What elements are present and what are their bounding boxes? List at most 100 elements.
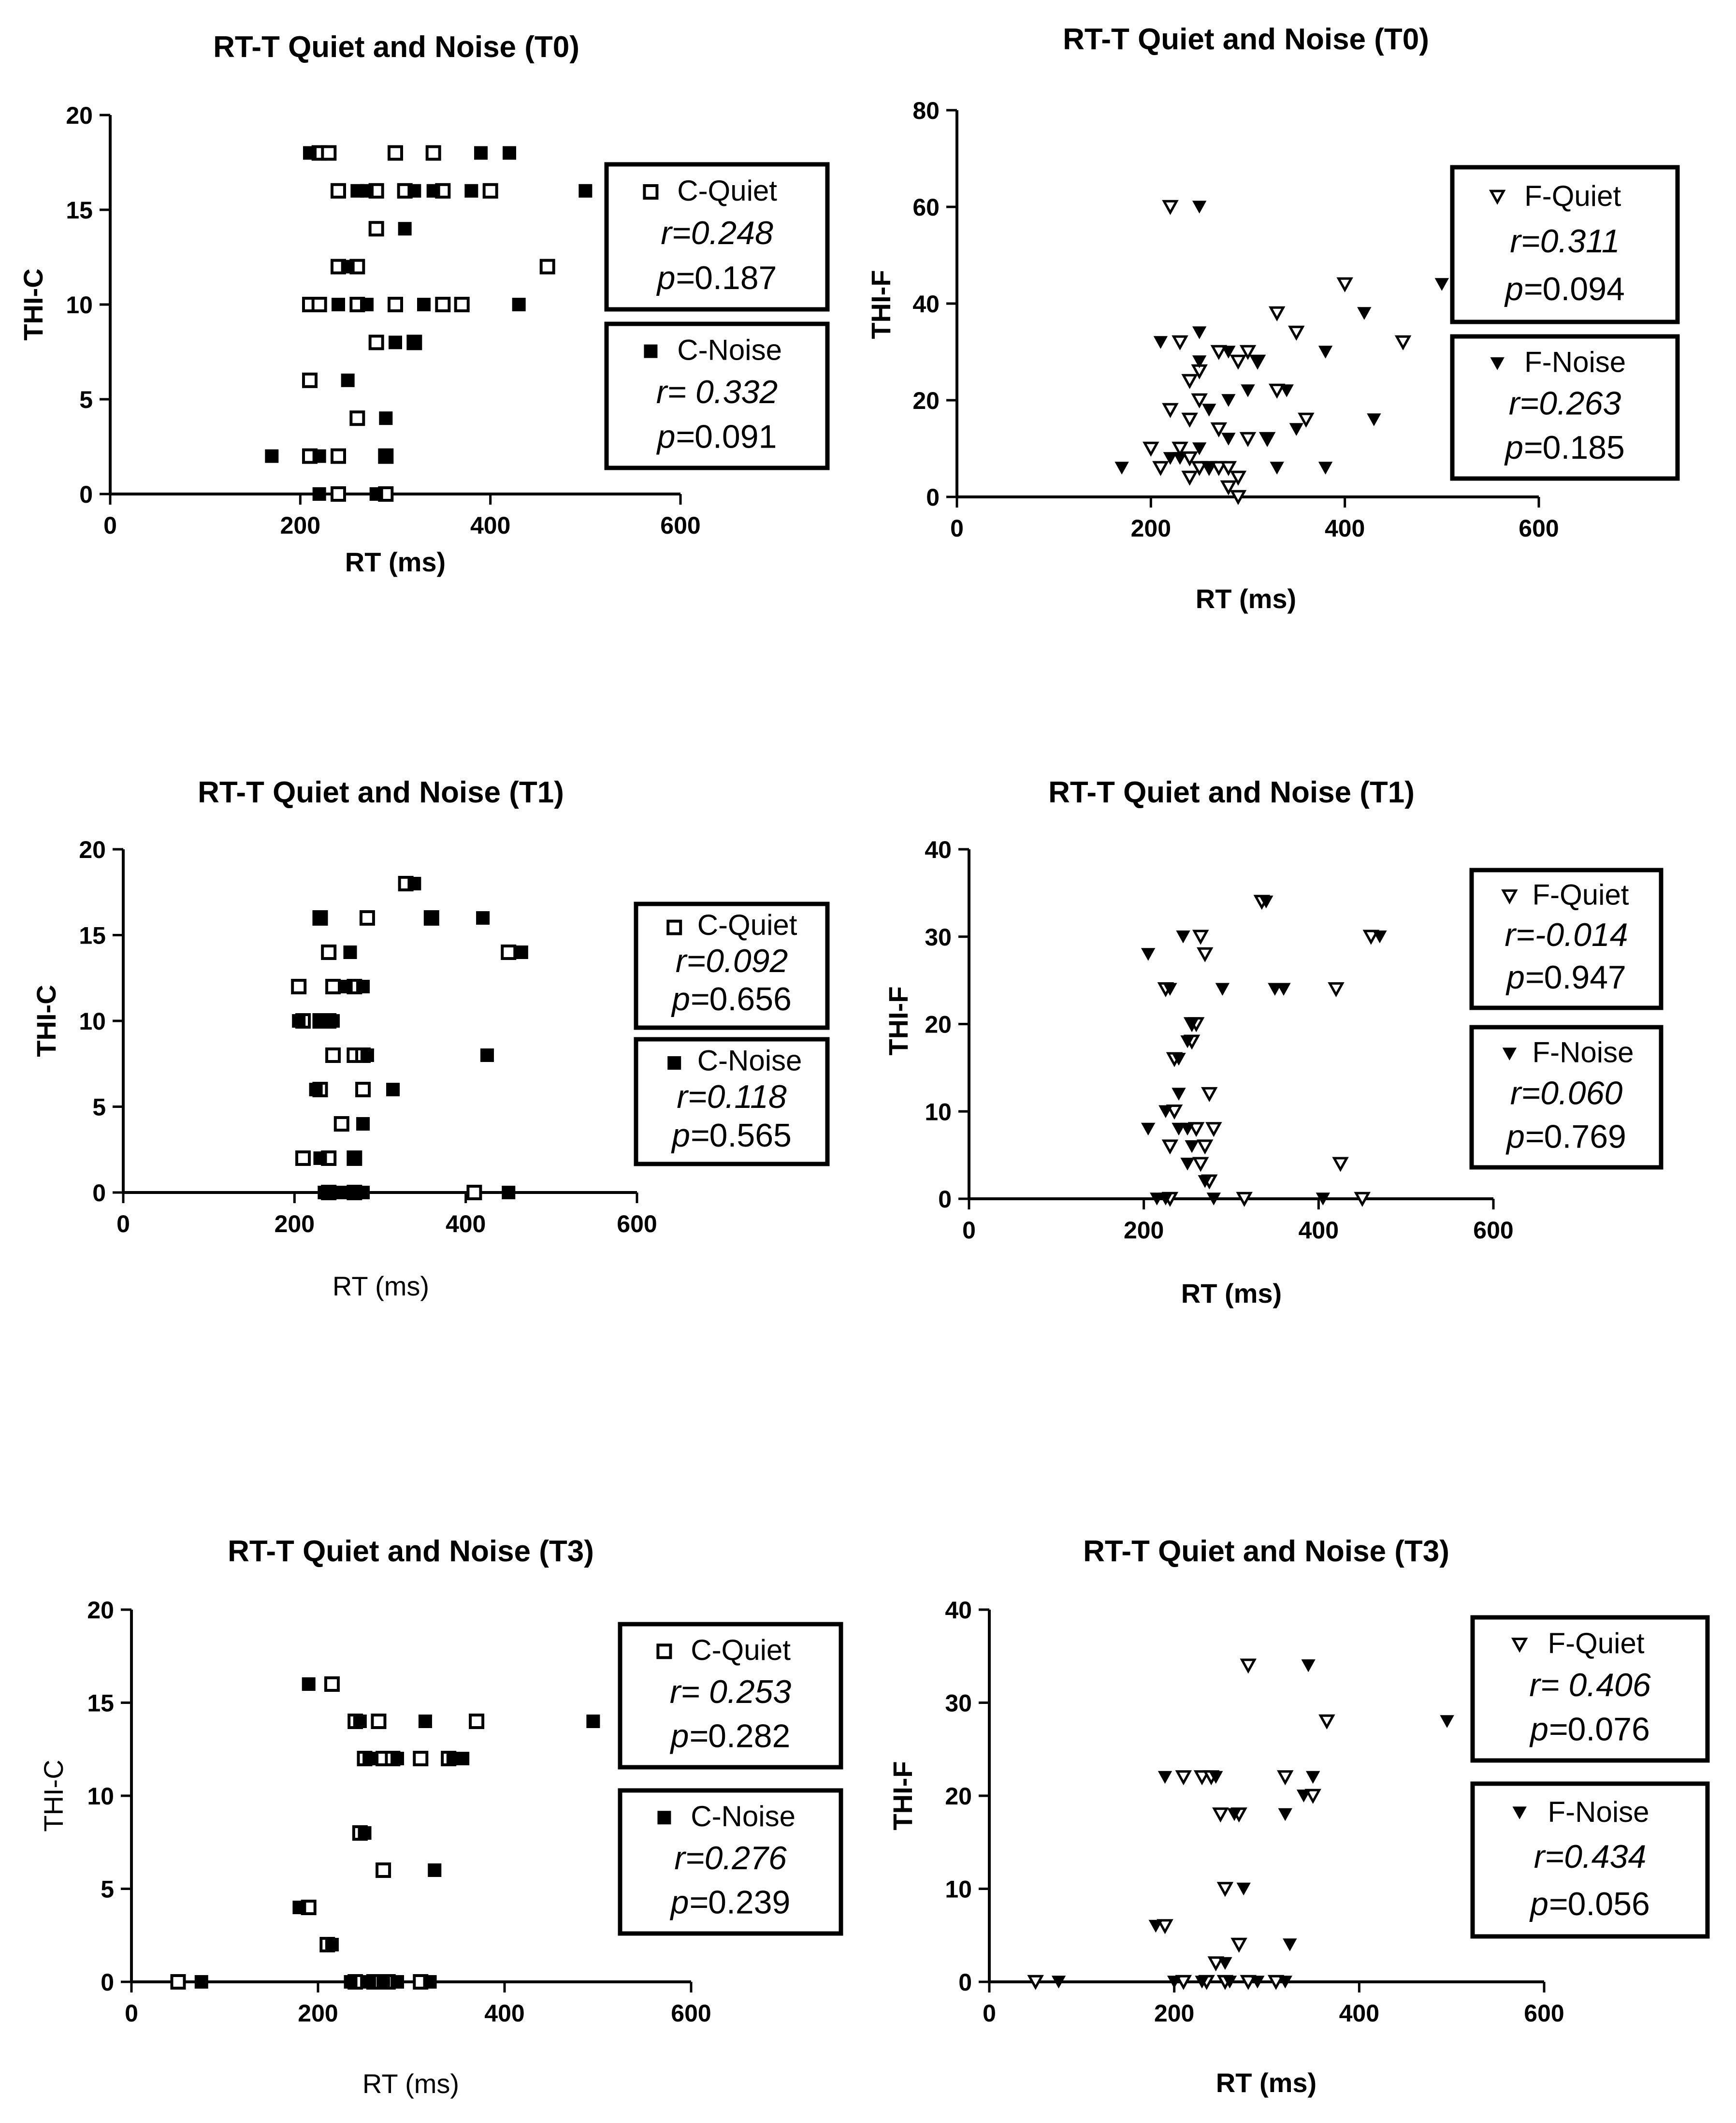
data-point [1278, 1976, 1292, 1989]
r-label: r= [1534, 1838, 1564, 1875]
chart-title: RT-T Quiet and Noise (T0) [213, 30, 579, 64]
data-point [1197, 947, 1214, 962]
data-point [356, 1117, 370, 1131]
data-point [1250, 1976, 1265, 1989]
legend-frame [1469, 1025, 1664, 1170]
legend-series-name: F-Quiet [1532, 878, 1629, 911]
p-value: p=0.239 [670, 1884, 791, 1921]
data-point [347, 1151, 362, 1165]
p-label: p= [1529, 1886, 1568, 1922]
x-tick-label: 0 [962, 1217, 976, 1244]
data-point [413, 1751, 429, 1766]
data-point [1240, 1975, 1257, 1990]
y-axis-label: THI-C [18, 268, 48, 340]
legend-series-name: C-Noise [677, 334, 782, 366]
data-point [1187, 1122, 1205, 1137]
data-point [331, 486, 346, 502]
data-point [386, 1083, 400, 1096]
data-point [1236, 1192, 1253, 1207]
p-number: 0.947 [1544, 959, 1626, 996]
data-point [1202, 404, 1216, 417]
data-point [325, 1938, 339, 1951]
p-label: p= [671, 1117, 709, 1154]
x-tick-label: 200 [280, 512, 320, 539]
data-point [325, 979, 341, 994]
p-value: p=0.185 [1504, 429, 1625, 466]
data-point [292, 1901, 306, 1914]
p-value: p=0.769 [1505, 1118, 1626, 1155]
data-point [332, 298, 345, 311]
data-point [1192, 355, 1207, 368]
legend-box: C-Quiet r=0.248 p=0.187 [604, 162, 830, 312]
data-point [1220, 461, 1237, 476]
legend-box: F-Quiet r=-0.014 p=0.947 [1469, 868, 1664, 1010]
p-number: 0.656 [709, 981, 792, 1018]
data-point [1328, 982, 1345, 998]
data-point [341, 260, 355, 274]
data-point [1185, 1018, 1199, 1031]
data-point [1268, 383, 1286, 399]
x-tick-label: 400 [1325, 515, 1365, 542]
data-point [1279, 384, 1294, 397]
legend-frame [1470, 1615, 1710, 1763]
series-f-noise [1114, 201, 1449, 475]
data-point [1318, 346, 1333, 359]
p-number: 0.185 [1543, 429, 1625, 466]
p-number: 0.187 [694, 260, 777, 296]
data-point [371, 1714, 387, 1729]
y-tick-label: 5 [101, 1876, 114, 1903]
data-point [344, 1975, 358, 1989]
data-point [358, 1826, 372, 1840]
y-tick-label: 40 [945, 1597, 972, 1624]
data-point [388, 297, 403, 312]
y-tick-label: 60 [912, 194, 940, 221]
data-point [1209, 1771, 1223, 1784]
x-tick-label: 0 [103, 512, 117, 539]
legend-series-name: F-Quiet [1548, 1627, 1645, 1659]
data-point [291, 979, 307, 994]
series-f-quiet [1027, 1658, 1335, 1990]
correlation-r: r= 0.406 [1529, 1667, 1651, 1703]
data-point [1227, 1808, 1242, 1821]
correlation-r: r=-0.014 [1505, 916, 1628, 953]
data-point [368, 221, 384, 237]
correlation-r: r=0.092 [676, 943, 788, 979]
data-point [1434, 278, 1449, 291]
data-point [1212, 1807, 1229, 1823]
data-point [356, 980, 370, 993]
y-tick-label: 20 [945, 1783, 972, 1810]
legend-series-name: F-Quiet [1524, 180, 1621, 212]
data-point [1192, 201, 1207, 214]
data-point [435, 297, 451, 312]
y-tick-label: 15 [66, 197, 93, 224]
data-point [1191, 461, 1208, 476]
legend-frame [1470, 1781, 1710, 1939]
data-point [1114, 462, 1129, 475]
data-point [359, 910, 375, 926]
correlation-r: r=0.248 [661, 215, 773, 251]
legend-frame [604, 321, 830, 470]
series-f-quiet [1143, 200, 1412, 505]
data-point [326, 1014, 340, 1028]
data-point [1180, 1158, 1195, 1171]
data-point [1270, 462, 1284, 475]
p-value: p=0.282 [670, 1718, 791, 1755]
data-point [331, 448, 346, 464]
data-point [369, 487, 383, 501]
data-point [1278, 1808, 1292, 1821]
series-f-noise [1141, 895, 1387, 1206]
data-point [1221, 346, 1236, 359]
y-tick-label: 30 [945, 1690, 972, 1717]
data-point [1301, 1659, 1316, 1672]
data-point [312, 449, 326, 463]
legend-marker [657, 1811, 671, 1825]
chart-panel: RT-T Quiet and Noise (T0) 0 200 400 600 0 5 10 1… [18, 30, 830, 577]
legend-marker [656, 1643, 672, 1659]
data-point [480, 1048, 494, 1062]
r-value: 0.434 [1564, 1838, 1646, 1875]
data-point [1220, 480, 1237, 495]
y-tick-label: 15 [87, 1690, 114, 1717]
data-point [321, 145, 337, 161]
data-point [456, 1752, 470, 1765]
y-tick-label: 30 [925, 924, 952, 951]
